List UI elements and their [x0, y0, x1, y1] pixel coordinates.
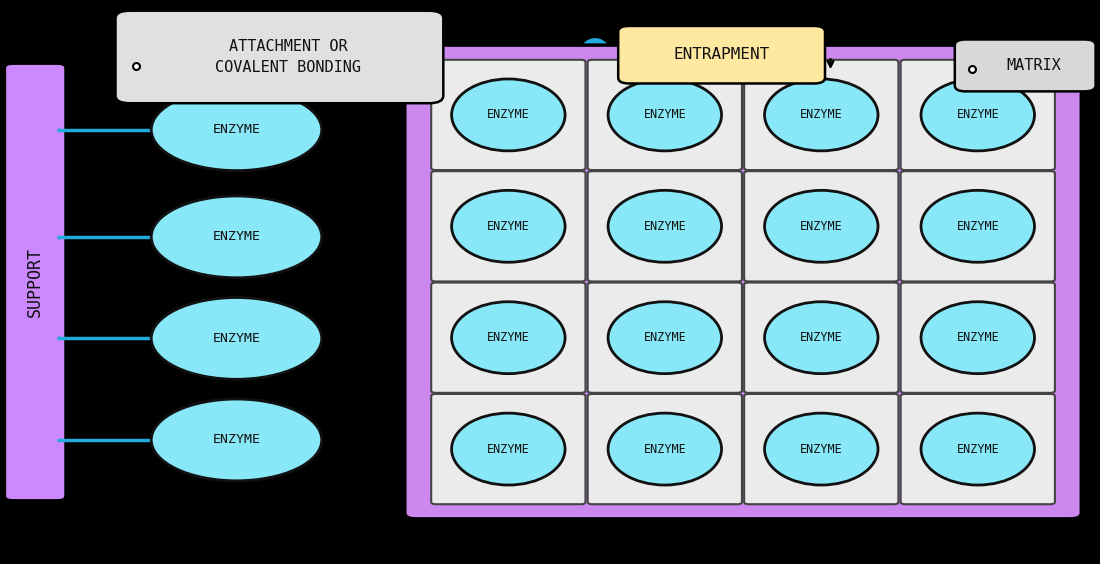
- Text: ENZYME: ENZYME: [956, 220, 999, 233]
- Ellipse shape: [608, 79, 722, 151]
- Ellipse shape: [152, 298, 321, 379]
- FancyBboxPatch shape: [744, 60, 899, 170]
- Ellipse shape: [764, 79, 878, 151]
- FancyBboxPatch shape: [587, 171, 741, 281]
- FancyBboxPatch shape: [901, 283, 1055, 393]
- FancyBboxPatch shape: [744, 394, 899, 504]
- Text: ENZYME: ENZYME: [487, 331, 530, 344]
- FancyBboxPatch shape: [431, 171, 585, 281]
- FancyBboxPatch shape: [901, 60, 1055, 170]
- FancyBboxPatch shape: [744, 283, 899, 393]
- Ellipse shape: [452, 302, 565, 373]
- FancyBboxPatch shape: [431, 60, 585, 170]
- Text: ENZYME: ENZYME: [956, 443, 999, 456]
- Ellipse shape: [921, 302, 1034, 373]
- FancyBboxPatch shape: [901, 171, 1055, 281]
- FancyBboxPatch shape: [431, 283, 585, 393]
- Text: ENZYME: ENZYME: [800, 220, 843, 233]
- Text: ENZYME: ENZYME: [212, 123, 261, 136]
- Text: ENZYME: ENZYME: [644, 443, 686, 456]
- Text: ENZYME: ENZYME: [800, 331, 843, 344]
- Ellipse shape: [152, 399, 321, 481]
- FancyBboxPatch shape: [587, 60, 741, 170]
- Ellipse shape: [608, 191, 722, 262]
- FancyBboxPatch shape: [955, 39, 1096, 91]
- Text: ENZYME: ENZYME: [212, 433, 261, 447]
- FancyBboxPatch shape: [4, 63, 66, 501]
- FancyArrowPatch shape: [454, 54, 635, 453]
- Ellipse shape: [764, 302, 878, 373]
- Text: SUPPORT: SUPPORT: [26, 247, 44, 317]
- Ellipse shape: [921, 79, 1034, 151]
- Text: MATRIX: MATRIX: [1006, 58, 1062, 73]
- FancyBboxPatch shape: [405, 45, 1081, 519]
- Ellipse shape: [452, 413, 565, 485]
- FancyBboxPatch shape: [587, 283, 741, 393]
- FancyBboxPatch shape: [431, 394, 585, 504]
- Text: ENZYME: ENZYME: [800, 108, 843, 121]
- Text: ENZYME: ENZYME: [644, 108, 686, 121]
- FancyBboxPatch shape: [744, 171, 899, 281]
- Ellipse shape: [452, 79, 565, 151]
- Text: ENZYME: ENZYME: [487, 108, 530, 121]
- Ellipse shape: [764, 413, 878, 485]
- Text: ENZYME: ENZYME: [487, 443, 530, 456]
- Text: ENTRAPMENT: ENTRAPMENT: [673, 47, 770, 62]
- Text: ENZYME: ENZYME: [956, 108, 999, 121]
- Text: ENZYME: ENZYME: [956, 331, 999, 344]
- Ellipse shape: [608, 413, 722, 485]
- Ellipse shape: [452, 191, 565, 262]
- Ellipse shape: [764, 191, 878, 262]
- Text: ENZYME: ENZYME: [644, 331, 686, 344]
- Text: ATTACHMENT OR
COVALENT BONDING: ATTACHMENT OR COVALENT BONDING: [216, 39, 361, 75]
- Ellipse shape: [921, 413, 1034, 485]
- Text: ENZYME: ENZYME: [644, 220, 686, 233]
- Ellipse shape: [152, 196, 321, 277]
- FancyBboxPatch shape: [116, 11, 443, 103]
- Ellipse shape: [608, 302, 722, 373]
- Text: ENZYME: ENZYME: [800, 443, 843, 456]
- Ellipse shape: [152, 89, 321, 170]
- Text: ENZYME: ENZYME: [487, 220, 530, 233]
- FancyBboxPatch shape: [901, 394, 1055, 504]
- Text: ENZYME: ENZYME: [212, 230, 261, 244]
- FancyBboxPatch shape: [618, 26, 825, 83]
- Text: ENZYME: ENZYME: [212, 332, 261, 345]
- Ellipse shape: [921, 191, 1034, 262]
- FancyBboxPatch shape: [587, 394, 741, 504]
